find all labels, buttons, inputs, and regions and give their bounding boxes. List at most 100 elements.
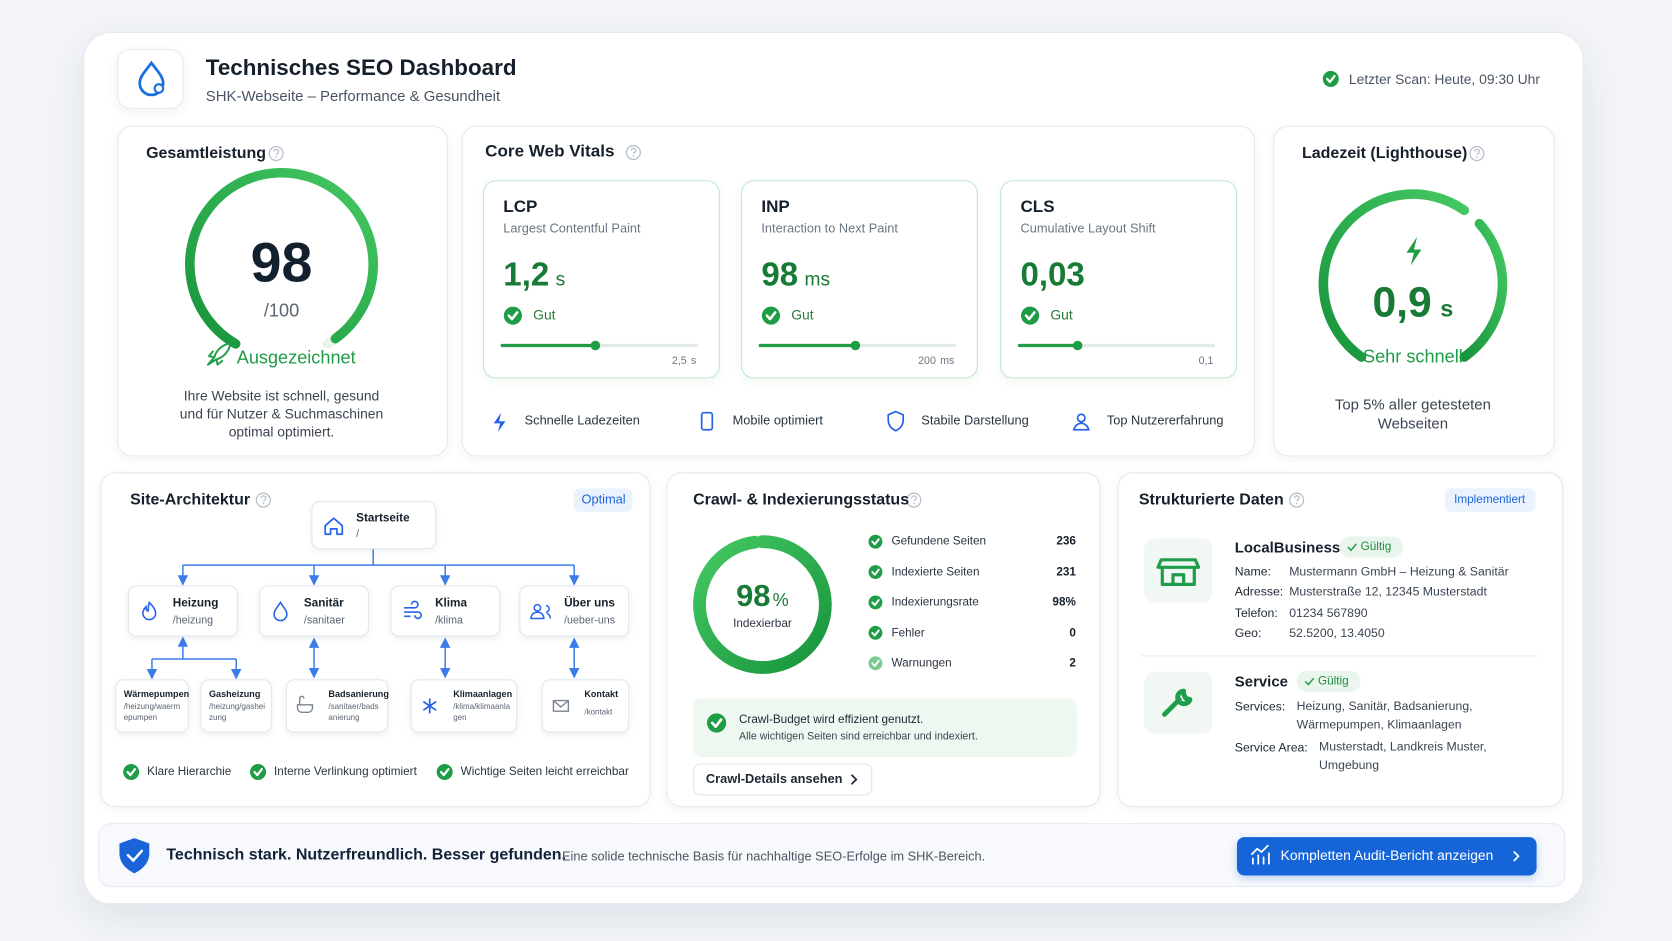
node-path: /ueber-uns <box>564 614 616 627</box>
score-rating: Ausgezeichnet <box>236 347 356 368</box>
tree-node <box>390 585 501 637</box>
check-mark <box>1024 311 1036 321</box>
notice-box <box>693 698 1077 758</box>
slider-max: 2,5 s <box>672 355 696 369</box>
logo-box <box>117 49 184 109</box>
metric-name: CLS <box>1020 197 1055 217</box>
field-value: Musterstadt, Landkreis Muster, Umgebung <box>1319 741 1487 773</box>
metric-description: Interaction to Next Paint <box>761 220 898 236</box>
wrench-icon <box>1162 688 1193 717</box>
metric-status: Gut <box>1050 306 1073 323</box>
check-icon <box>503 306 522 325</box>
user-icon <box>1072 413 1090 431</box>
help-glyph <box>630 147 637 154</box>
node-label: Kontakt <box>584 688 619 699</box>
help-icon <box>1289 492 1305 508</box>
bolt-icon <box>1406 236 1422 266</box>
check-label: Klare Hierarchie <box>147 765 232 779</box>
metric-value: 98 ms <box>761 254 830 297</box>
check-icon <box>706 713 727 733</box>
load-description: Top 5% aller getesteten Webseiten <box>1334 395 1491 432</box>
button-label[interactable]: Kompletten Audit-Bericht anzeigen <box>1280 847 1494 864</box>
tree-node <box>259 585 369 637</box>
node-label: Sanitär <box>303 596 344 610</box>
field-key: Telefon: <box>1234 607 1278 621</box>
drop-icon <box>273 601 288 622</box>
slider-max-part: 2,5 <box>671 355 687 368</box>
tree-node <box>311 501 437 550</box>
ring-value-part: 98 <box>736 579 771 614</box>
chevron <box>1513 851 1520 862</box>
tree-node <box>127 585 238 637</box>
badge-check <box>1304 677 1315 686</box>
check-icon <box>123 764 140 781</box>
panel-title: Core Web Vitals <box>485 142 615 161</box>
shield-check <box>126 849 144 863</box>
status-badge <box>573 488 633 512</box>
metric-value-part: 0,03 <box>1020 255 1085 294</box>
slider-max: 0,1 <box>1199 355 1214 369</box>
help-icon <box>625 144 641 161</box>
stat-value: 231 <box>1056 565 1076 579</box>
metric-description: Cumulative Layout Shift <box>1020 220 1156 236</box>
node-path: /sanitaer <box>303 614 345 627</box>
field-key: Geo: <box>1234 627 1262 641</box>
slider-max-part: 0,1 <box>1198 355 1214 368</box>
help-dot <box>275 156 278 158</box>
feature-label: Top Nutzererfahrung <box>1106 412 1224 428</box>
badge-label: Optimal <box>581 491 626 507</box>
valid-badge <box>1339 536 1404 558</box>
stat-label: Fehler <box>891 626 925 640</box>
tree-node <box>285 679 389 733</box>
metric-value-part: ms <box>804 268 831 290</box>
node-path: / <box>356 528 360 541</box>
node-label: Wärmepumpen <box>123 688 190 699</box>
button-label[interactable]: Crawl-Details ansehen <box>705 771 843 787</box>
node-label: Heizung <box>172 596 219 610</box>
structured-panel <box>1117 472 1564 808</box>
field-key: Name: <box>1234 565 1271 579</box>
stat-label: Indexierte Seiten <box>891 565 980 579</box>
check-icon <box>1322 70 1339 87</box>
stat-value: 98% <box>1052 595 1076 609</box>
panel-title: Crawl- & Indexierungsstatus <box>693 490 910 509</box>
check-mark <box>871 659 880 667</box>
metric-value-part: s <box>555 268 566 290</box>
icon-box <box>1144 538 1213 603</box>
feature-label: Schnelle Ladezeiten <box>524 412 640 428</box>
badge-label: Gültig <box>1360 540 1392 554</box>
field-value: Musterstraße 12, 12345 Musterstadt <box>1289 585 1487 599</box>
node-label: Klimaanlagen <box>453 688 513 699</box>
tree-node <box>541 679 630 733</box>
metric-name: INP <box>761 197 790 217</box>
details-button[interactable] <box>693 763 873 796</box>
help-dot <box>1476 156 1478 158</box>
field-value: Mustermann GmbH – Heizung & Sanitär <box>1289 565 1509 579</box>
stat-label: Indexierungsrate <box>891 595 979 609</box>
users-icon <box>530 603 551 620</box>
check-icon <box>868 625 883 640</box>
check-mark <box>439 768 450 777</box>
slider-dot <box>590 340 601 351</box>
node-label: Gasheizung <box>209 688 261 699</box>
badge-label: Gültig <box>1317 674 1349 688</box>
check-icon <box>868 565 883 580</box>
notice-text: Alle wichtigen Seiten sind erreichbar un… <box>738 730 978 743</box>
audit-button[interactable] <box>1236 837 1537 876</box>
ring-value: 98% <box>736 577 789 617</box>
chart-icon <box>1251 844 1270 865</box>
home-icon <box>324 517 344 536</box>
panel-title: Strukturierte Daten <box>1138 490 1284 509</box>
load-value: 0,9 s <box>1372 275 1453 330</box>
metric-value-part: 98 <box>761 255 799 294</box>
help-glyph <box>1474 148 1480 155</box>
bolt-icon <box>493 412 506 432</box>
load-value-part: 0,9 <box>1372 279 1432 327</box>
stat-label: Warnungen <box>891 656 952 670</box>
node-path: /sanitaer/badsanierung <box>328 701 379 722</box>
field-value: Heizung, Sanitär, Badsanierung, Wärmepum… <box>1296 700 1473 732</box>
help-dot <box>1295 502 1298 505</box>
snow-icon <box>422 698 437 714</box>
